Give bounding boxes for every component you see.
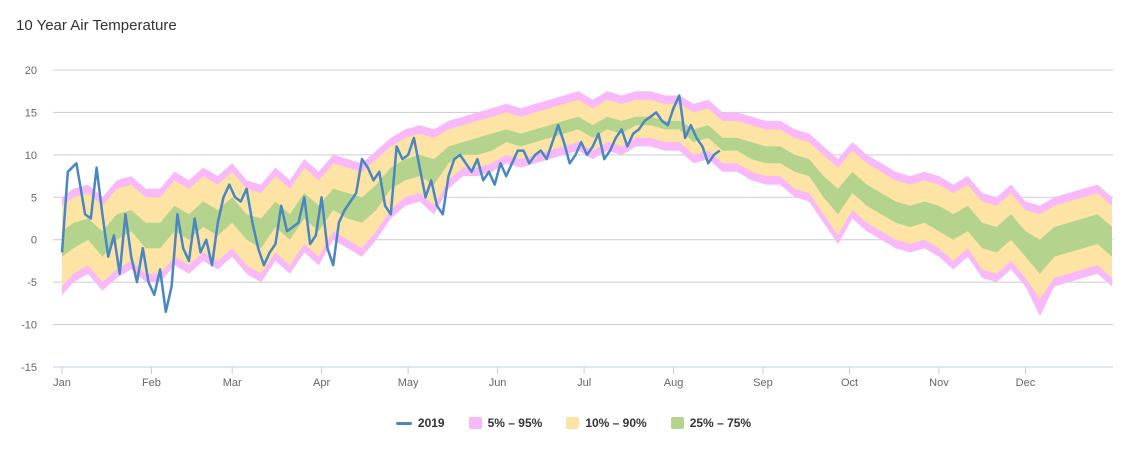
x-tick-label: May [398, 377, 419, 389]
band-5-95 [62, 91, 1112, 317]
band-10-90 [62, 99, 1112, 300]
legend-item[interactable]: 2019 [395, 416, 445, 430]
x-tick-label: Jun [489, 377, 507, 389]
x-tick-label: Dec [1016, 377, 1036, 389]
x-tick-label: Sep [753, 377, 773, 389]
legend-item[interactable]: 5% – 95% [468, 416, 543, 430]
line-swatch-icon [395, 421, 412, 425]
y-tick-label: -5 [27, 277, 37, 289]
y-tick-label: 20 [25, 65, 37, 77]
area-swatch-icon [670, 417, 684, 429]
legend-label: 5% – 95% [487, 416, 543, 430]
x-tick-label: Oct [841, 377, 858, 389]
y-tick-label: 15 [25, 107, 37, 119]
legend-label: 2019 [417, 416, 445, 430]
x-axis: Jan Feb Mar Apr May Jun Jul Aug Sep Oct Nov Dec [53, 367, 1036, 389]
y-tick-label: 10 [25, 150, 37, 162]
y-tick-label: -15 [21, 362, 37, 374]
chart-canvas: Jan Feb Mar Apr May Jun Jul Aug Sep Oct Nov Dec 20 1… [21, 65, 1113, 389]
legend-item[interactable]: 25% – 75% [670, 416, 752, 430]
x-tick-label: Feb [142, 377, 161, 389]
area-swatch-icon [468, 417, 482, 429]
chart-title: 10 Year Air Temperature [16, 17, 177, 34]
x-tick-label: Aug [664, 377, 684, 389]
x-tick-label: Jul [577, 377, 591, 389]
percentile-bands [62, 91, 1112, 317]
y-tick-label: -10 [21, 320, 37, 332]
line-series-2019 [60, 94, 721, 314]
x-tick-label: Jan [53, 377, 71, 389]
x-tick-label: Apr [313, 377, 330, 389]
legend-label: 10% – 90% [585, 416, 647, 430]
area-swatch-icon [566, 417, 580, 429]
x-tick-label: Mar [223, 377, 242, 389]
y-tick-label: 0 [31, 235, 37, 247]
legend-label: 25% – 75% [689, 416, 752, 430]
line-2019 [60, 94, 721, 314]
legend-item[interactable]: 10% – 90% [566, 416, 647, 430]
y-axis: 20 15 10 5 0 -5 -10 -15 [21, 65, 37, 374]
chart-legend: 2019 5% – 95% 10% – 90% 25% – 75% [0, 416, 1147, 430]
x-tick-label: Nov [929, 377, 949, 389]
y-tick-label: 5 [31, 192, 37, 204]
